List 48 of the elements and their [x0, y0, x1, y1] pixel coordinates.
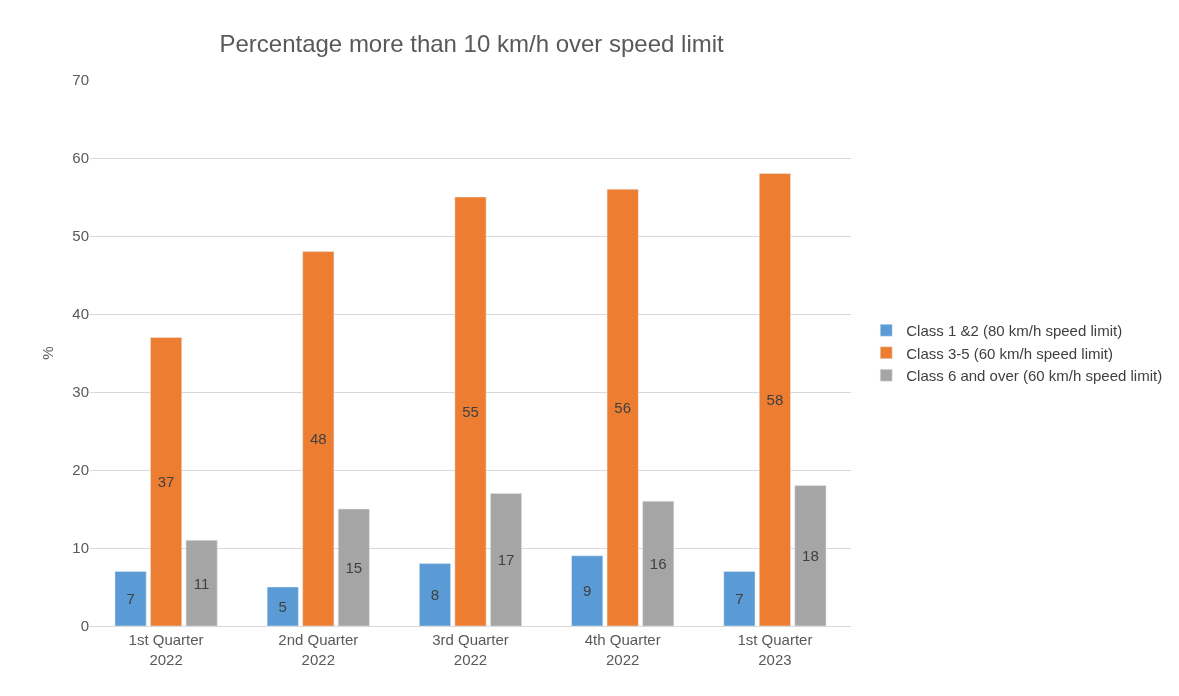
- y-tick-label: 10: [72, 539, 89, 557]
- bar: [337, 508, 370, 626]
- data-label: 9: [583, 582, 592, 600]
- bar: [185, 539, 218, 626]
- data-label: 8: [430, 586, 440, 604]
- data-label: 15: [345, 559, 363, 576]
- data-label: 7: [126, 590, 135, 608]
- bar: [606, 188, 639, 626]
- data-label: 16: [649, 555, 667, 573]
- bar: [302, 251, 335, 626]
- x-tick-label: 4th Quarter 2022: [584, 631, 661, 668]
- bar: [723, 571, 756, 626]
- x-tick-label: 1st Quarter 2023: [737, 631, 813, 668]
- x-tick-label: 2nd Quarter 2022: [278, 631, 359, 668]
- y-tick-label: 20: [72, 461, 89, 479]
- chart-title: Percentage more than 10 km/h over speed limit: [219, 29, 725, 57]
- data-label: 11: [193, 574, 210, 592]
- bar: [642, 500, 675, 626]
- y-axis-title: %: [38, 346, 56, 360]
- bar: [794, 485, 827, 626]
- bar: [490, 493, 522, 626]
- bar: [150, 337, 182, 626]
- y-tick-label: 70: [72, 71, 89, 89]
- data-label: 56: [614, 399, 632, 417]
- y-tick-label: 60: [72, 149, 89, 167]
- legend-label: Class 1 &2 (80 km/h speed limit): [906, 322, 1123, 340]
- data-label: 37: [157, 473, 175, 491]
- y-tick-label: 0: [80, 617, 89, 635]
- data-label: 5: [278, 598, 287, 615]
- y-tick-label: 50: [72, 227, 89, 245]
- y-tick-label: 40: [72, 305, 89, 323]
- bar: [759, 173, 791, 626]
- bar: [419, 563, 451, 626]
- x-tick-label: 1st Quarter 2022: [128, 631, 204, 668]
- bar: [454, 196, 487, 626]
- data-label: 17: [497, 551, 515, 569]
- bar: [266, 586, 299, 626]
- x-tick-label: 3rd Quarter 2022: [432, 631, 509, 668]
- legend-label: Class 3-5 (60 km/h speed limit): [906, 344, 1113, 362]
- bar: [114, 571, 147, 626]
- data-label: 58: [766, 391, 784, 409]
- data-label: 48: [309, 430, 327, 448]
- bar: [571, 555, 604, 626]
- y-tick-label: 30: [72, 383, 89, 401]
- data-label: 55: [462, 403, 479, 420]
- data-label: 7: [735, 590, 744, 608]
- legend-label: Class 6 and over (60 km/h speed limit): [906, 367, 1163, 385]
- data-label: 18: [802, 547, 819, 565]
